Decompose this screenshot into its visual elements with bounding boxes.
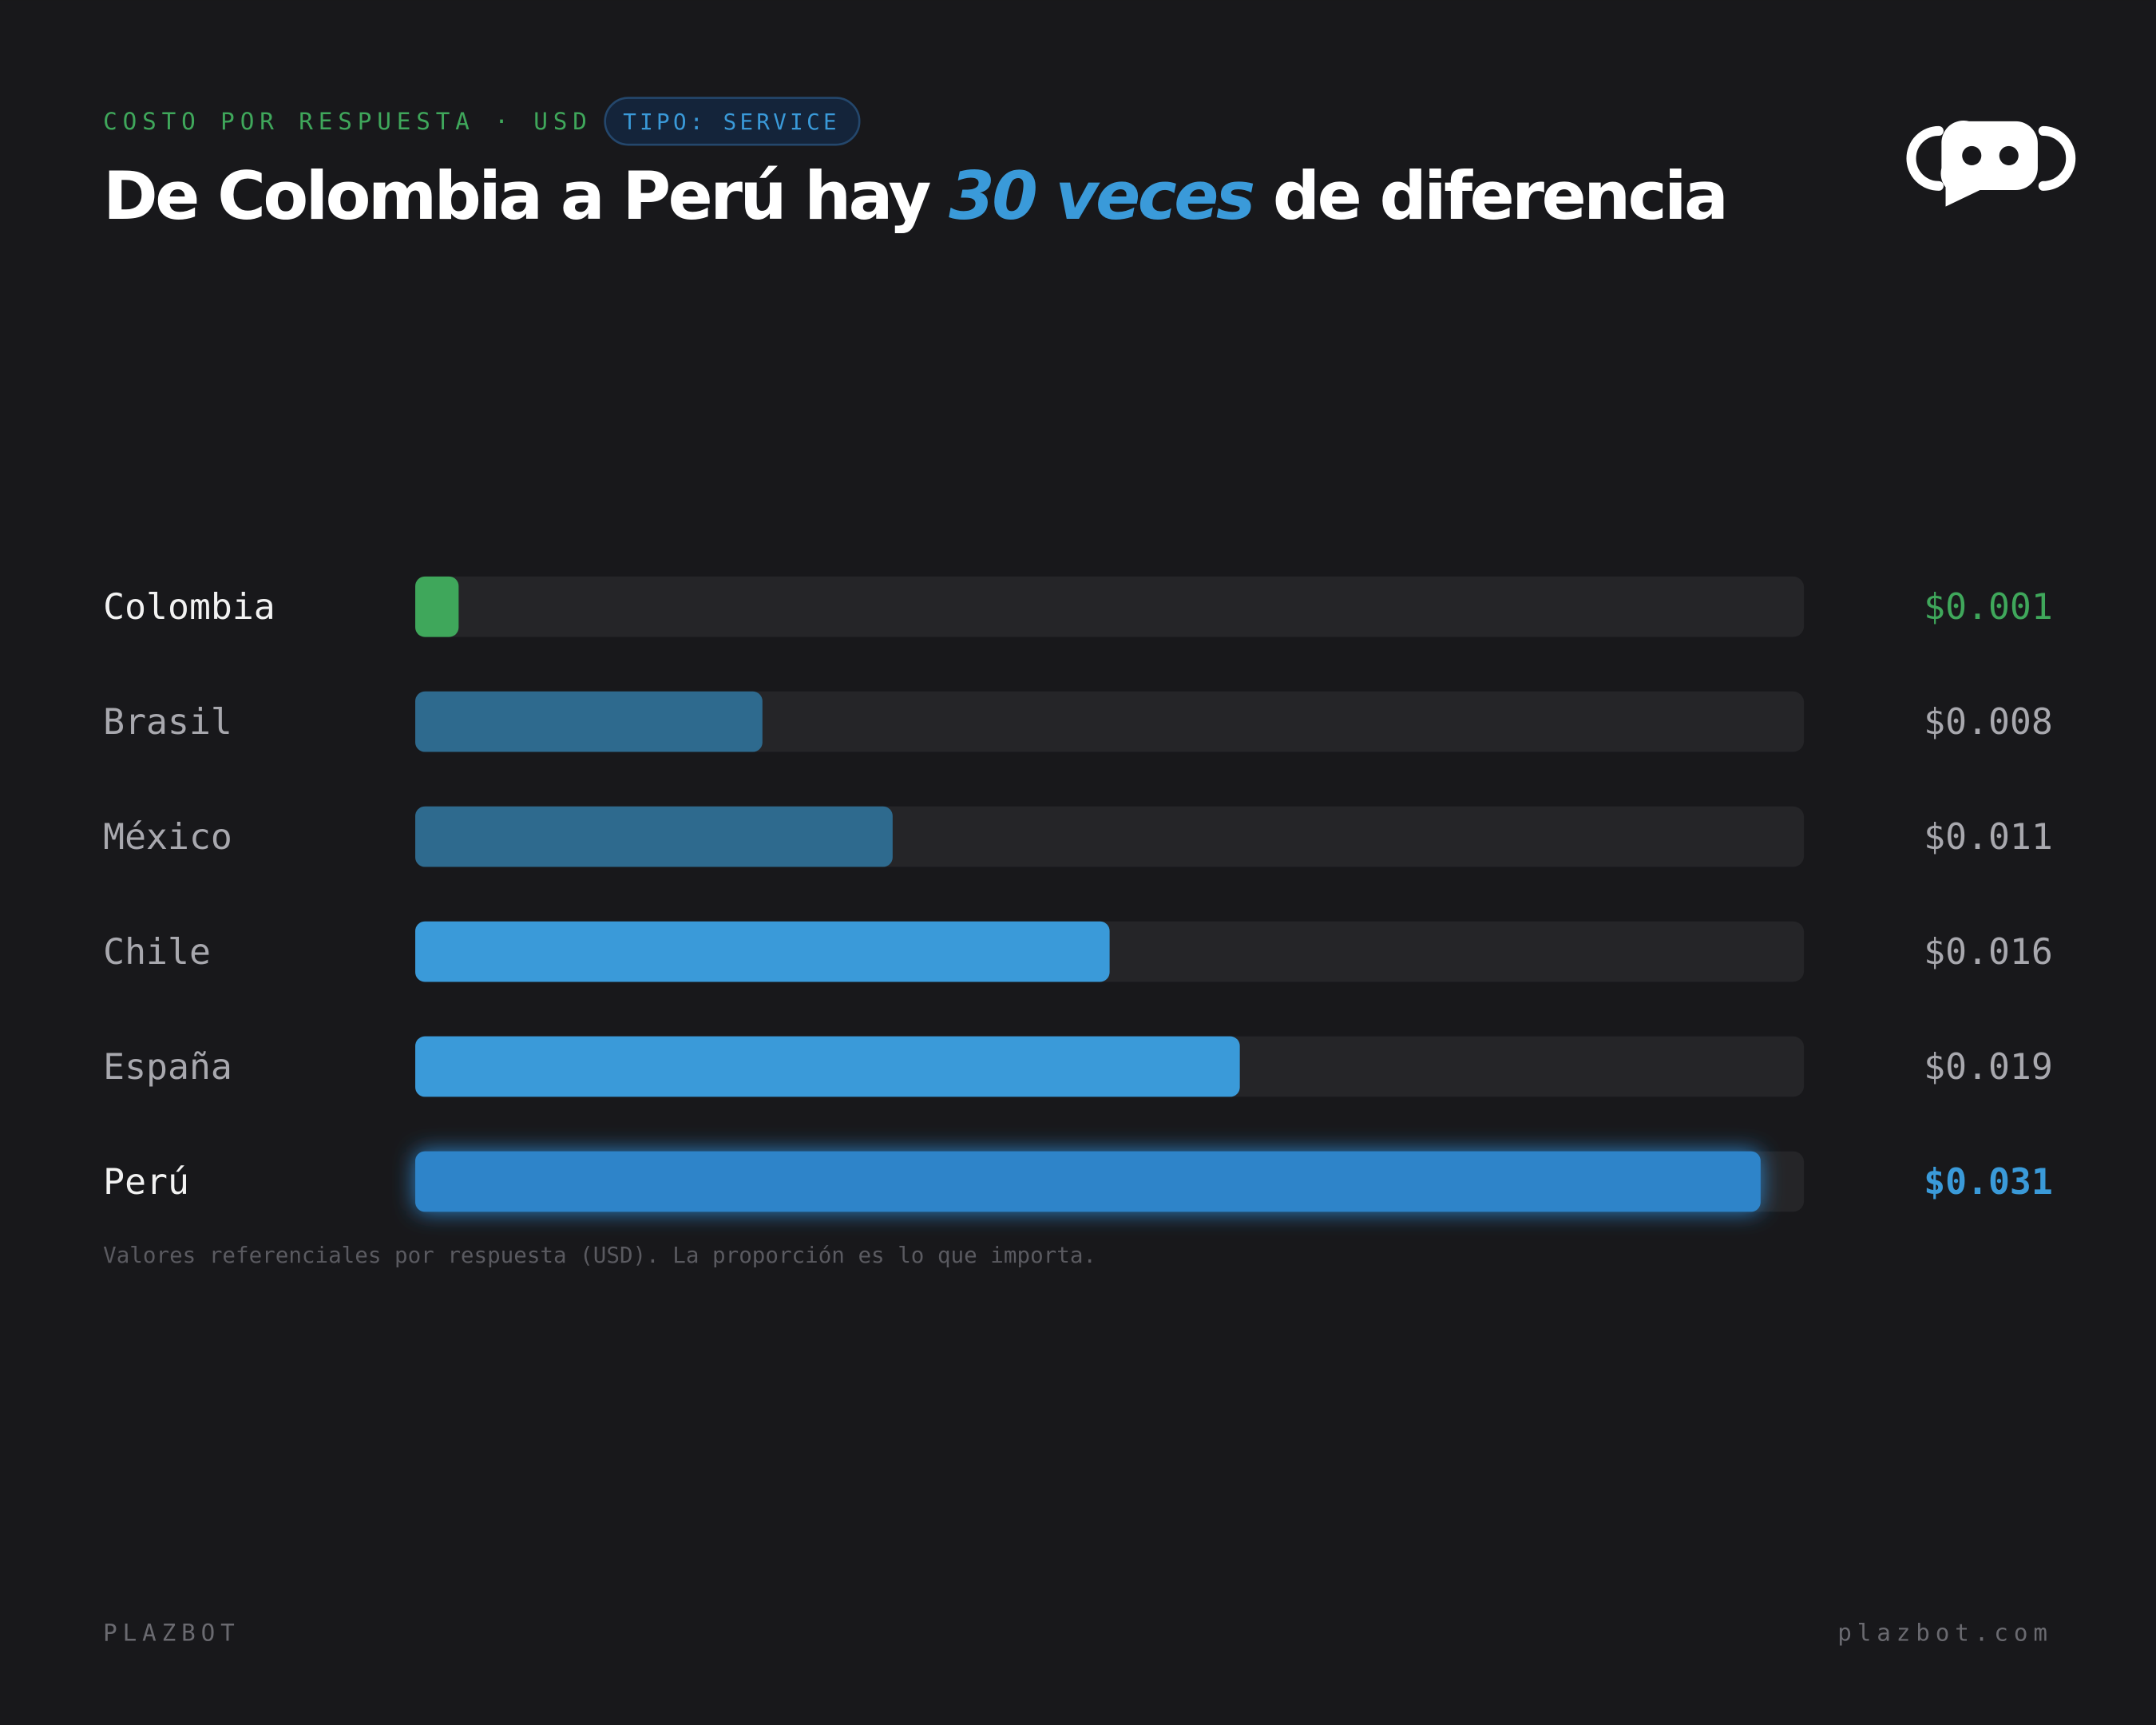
title-part: de diferencia [1273, 158, 1726, 235]
value-label: $0.001 [1924, 585, 2053, 628]
bar [415, 1036, 1240, 1097]
footer-left: PLAZBOT [103, 1620, 240, 1647]
badge-box [604, 97, 861, 146]
bar [415, 1151, 1761, 1212]
category-label: Colombia [103, 585, 275, 628]
footnote: Valores referenciales por respuesta (USD… [103, 1243, 1096, 1268]
bar [415, 806, 893, 867]
logo [1906, 120, 2076, 207]
bar [415, 921, 1110, 982]
category-label: Brasil [103, 700, 232, 743]
badge: TIPO: SERVICE [623, 109, 840, 135]
title-part: De Colombia a Perú hay [103, 158, 930, 235]
value-label: $0.016 [1924, 930, 2053, 973]
bar-track [415, 576, 1805, 637]
category-label: Chile [103, 930, 211, 973]
value-label: $0.011 [1924, 815, 2053, 858]
footer-right: plazbot.com [1837, 1620, 2053, 1647]
title-highlight: 30 veces [949, 158, 1254, 235]
category-label: Perú [103, 1160, 189, 1203]
value-label: $0.019 [1924, 1045, 2053, 1088]
bar [415, 576, 459, 637]
value-label: $0.008 [1924, 700, 2053, 743]
chart-title: De Colombia a Perú hay 30 veces de difer… [103, 158, 1726, 235]
category-label: México [103, 815, 232, 858]
category-label: España [103, 1045, 232, 1088]
value-label: $0.031 [1924, 1160, 2053, 1203]
bar [415, 691, 763, 752]
kicker: COSTO POR RESPUESTA · USD [103, 108, 593, 135]
